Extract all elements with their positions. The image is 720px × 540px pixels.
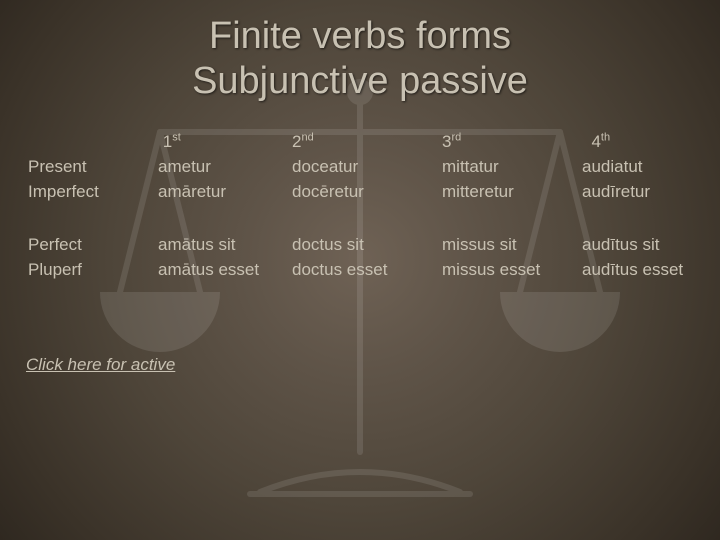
row-pluperf: Pluperf amātus esset doctus esset missus… <box>24 258 696 283</box>
row-label: Perfect <box>24 233 154 258</box>
col-4th: 4th <box>578 130 696 155</box>
cell: doceatur <box>288 155 438 180</box>
cell: doctus esset <box>288 258 438 283</box>
active-voice-link[interactable]: Click here for active <box>26 355 175 375</box>
cell: mittatur <box>438 155 578 180</box>
cell: docēretur <box>288 180 438 205</box>
row-label: Imperfect <box>24 180 154 205</box>
cell: audītus esset <box>578 258 696 283</box>
cell: doctus sit <box>288 233 438 258</box>
cell: missus esset <box>438 258 578 283</box>
row-imperfect: Imperfect amāretur docēretur mitteretur … <box>24 180 696 205</box>
row-perfect: Perfect amātus sit doctus sit missus sit… <box>24 233 696 258</box>
col-3rd: 3rd <box>438 130 578 155</box>
conjugation-table: 1st 2nd 3rd 4th Present ametur doceatur … <box>24 130 696 283</box>
cell: amāretur <box>154 180 288 205</box>
slide-title: Finite verbs forms Subjunctive passive <box>0 14 720 104</box>
header-row: 1st 2nd 3rd 4th <box>24 130 696 155</box>
cell: amātus esset <box>154 258 288 283</box>
col-1st: 1st <box>154 130 288 155</box>
row-label: Present <box>24 155 154 180</box>
cell: missus sit <box>438 233 578 258</box>
cell: mitteretur <box>438 180 578 205</box>
cell: audītus sit <box>578 233 696 258</box>
title-line-1: Finite verbs forms <box>209 15 511 57</box>
title-line-2: Subjunctive passive <box>192 60 528 102</box>
cell: amātus sit <box>154 233 288 258</box>
cell: audiatut <box>578 155 696 180</box>
row-present: Present ametur doceatur mittatur audiatu… <box>24 155 696 180</box>
col-2nd: 2nd <box>288 130 438 155</box>
row-label: Pluperf <box>24 258 154 283</box>
slide-root: Finite verbs forms Subjunctive passive 1… <box>0 0 720 540</box>
cell: ametur <box>154 155 288 180</box>
cell: audīretur <box>578 180 696 205</box>
spacer <box>24 205 696 233</box>
